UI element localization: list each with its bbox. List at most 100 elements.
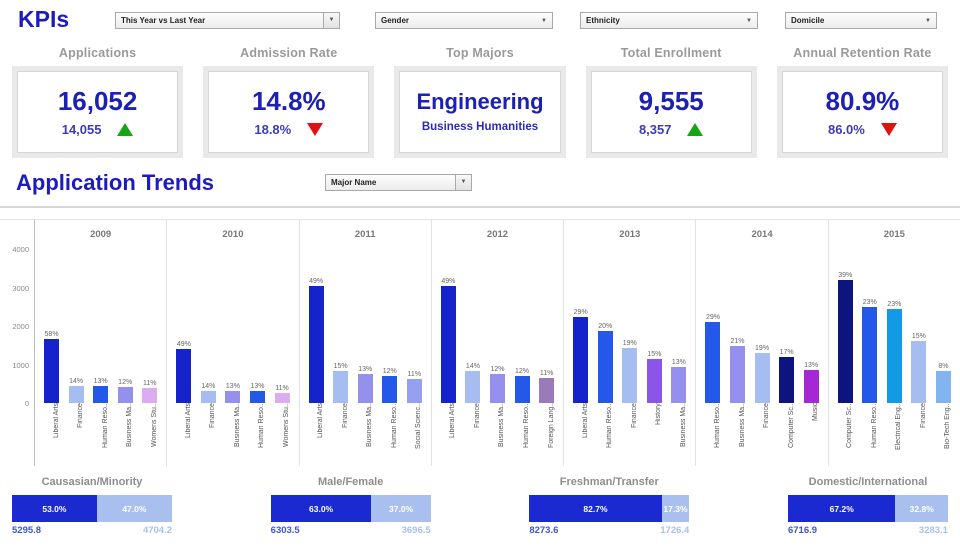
trend-bar[interactable]	[117, 387, 133, 404]
trend-bar[interactable]	[754, 353, 770, 404]
trend-bar[interactable]	[357, 374, 373, 404]
category-label: Finance	[209, 403, 217, 429]
category-label: Finance	[763, 403, 771, 429]
segment-value: 3283.1	[918, 525, 948, 536]
trend-bar[interactable]	[465, 371, 481, 404]
trend-bar[interactable]	[333, 371, 349, 404]
year-label: 2012	[486, 229, 509, 240]
segment-primary[interactable]: 67.2%	[787, 495, 896, 522]
trend-bar[interactable]	[142, 388, 158, 404]
category-label: Human Reso..	[523, 403, 531, 449]
trend-down-icon	[880, 122, 897, 136]
filter-major-name-value: Major Name	[331, 178, 377, 187]
trend-up-icon	[117, 122, 134, 136]
trend-bar[interactable]	[935, 371, 951, 404]
chevron-down-icon[interactable]: ▼	[541, 17, 547, 24]
trend-bar[interactable]	[671, 367, 687, 404]
chevron-down-icon[interactable]: ▼	[323, 13, 339, 28]
filter-gender[interactable]: Gender ▼	[375, 12, 553, 29]
bar-percent-label: 13%	[93, 378, 108, 386]
segment-primary[interactable]: 53.0%	[12, 495, 97, 522]
filter-ethnicity[interactable]: Ethnicity ▼	[580, 12, 758, 29]
segment-value: 6716.9	[787, 525, 818, 536]
trend-bar[interactable]	[886, 309, 902, 404]
category-label: Music	[812, 403, 820, 422]
filter-ethnicity-value: Ethnicity	[586, 16, 620, 25]
kpi-card-top-majors: Engineering Business Humanities	[394, 66, 566, 158]
bar-percent-label: 29%	[705, 314, 720, 322]
kpi-previous-value: 14,055	[61, 121, 102, 137]
chevron-down-icon[interactable]: ▼	[925, 17, 931, 24]
y-axis-tick: 1000	[12, 360, 29, 370]
bar-percent-label: 49%	[309, 278, 324, 286]
trend-bar[interactable]	[44, 339, 60, 404]
bar-percent-label: 49%	[441, 278, 456, 286]
trend-bar[interactable]	[779, 357, 795, 404]
year-label: 2011	[354, 229, 376, 240]
trend-bar[interactable]	[573, 317, 589, 404]
segment-secondary[interactable]: 47.0%	[96, 495, 172, 522]
category-label: Womens Stu..	[150, 403, 158, 448]
category-label: Social Scienc..	[415, 403, 423, 450]
category-label: Human Reso..	[390, 403, 398, 449]
kpi-label-applications: Applications	[58, 46, 137, 60]
year-panels: 2009 58% 14% 13% 12% 11% Liberal Arts Finance Hu…	[34, 220, 960, 466]
bar-percent-label: 29%	[573, 309, 588, 317]
trend-bar[interactable]	[200, 391, 216, 404]
kpi-label-row: Applications Admission Rate Top Majors T…	[0, 46, 960, 60]
category-label: Liberal Arts	[581, 403, 589, 439]
bar-percent-label: 13%	[250, 383, 265, 391]
chevron-down-icon[interactable]: ▼	[455, 175, 471, 190]
trend-bar[interactable]	[489, 374, 505, 404]
filter-year-compare[interactable]: This Year vs Last Year ▼	[115, 12, 340, 29]
segment-secondary[interactable]: 37.0%	[371, 495, 431, 522]
trend-bar[interactable]	[274, 393, 290, 404]
trend-bar[interactable]	[911, 341, 927, 404]
kpi-card-admission-rate: 14.8% 18.8%	[203, 66, 375, 158]
trend-bar[interactable]	[622, 348, 638, 404]
bar-percent-label: 8%	[938, 363, 949, 371]
breakdown-chart: Male/Female 63.0% 37.0% 6303.5 3696.5	[270, 476, 431, 536]
kpi-card-total-enrollment: 9,555 8,357	[585, 66, 757, 158]
bar-percent-label: 58%	[44, 331, 59, 339]
trend-bar[interactable]	[514, 376, 530, 404]
category-label: Business Ma..	[738, 403, 746, 448]
bar-percent-label: 17%	[779, 349, 794, 357]
category-label: Computer Sc..	[787, 403, 795, 449]
trend-down-icon	[307, 122, 324, 136]
trend-bar[interactable]	[646, 359, 662, 404]
kpi-previous-value: 18.8%	[254, 121, 292, 137]
trend-bar[interactable]	[249, 391, 265, 404]
bar-percent-label: 19%	[755, 345, 770, 353]
trend-bar[interactable]	[803, 370, 819, 404]
trend-bar[interactable]	[176, 349, 192, 404]
trend-bar[interactable]	[440, 286, 456, 404]
chevron-down-icon[interactable]: ▼	[746, 17, 752, 24]
trend-bar[interactable]	[730, 346, 745, 404]
filter-major-name[interactable]: Major Name ▼	[325, 174, 472, 191]
year-panel: 2009 58% 14% 13% 12% 11% Liberal Arts Finance Hu…	[34, 220, 166, 466]
segment-secondary[interactable]: 32.8%	[895, 495, 948, 522]
segment-primary[interactable]: 82.7%	[529, 495, 662, 522]
segment-value: 6303.5	[270, 525, 300, 536]
trend-bar[interactable]	[539, 378, 555, 404]
category-label: Finance	[473, 403, 481, 429]
category-label: Finance	[341, 403, 349, 429]
trend-bar[interactable]	[382, 376, 398, 404]
segment-primary[interactable]: 63.0%	[270, 495, 372, 522]
segment-secondary[interactable]: 17.3%	[661, 495, 690, 522]
trend-bar[interactable]	[705, 322, 721, 404]
filter-year-compare-value: This Year vs Last Year	[121, 16, 206, 25]
trend-bar[interactable]	[597, 331, 613, 404]
trend-bar[interactable]	[862, 307, 878, 404]
trend-bar[interactable]	[406, 379, 422, 404]
y-axis-tick: 2000	[12, 322, 29, 331]
filter-domicile[interactable]: Domicile ▼	[785, 12, 937, 29]
breakdown-chart: Freshman/Transfer 82.7% 17.3% 8273.6 1726.4	[529, 476, 689, 536]
trend-bar[interactable]	[837, 280, 853, 404]
trend-bar[interactable]	[308, 286, 324, 404]
bar-percent-label: 23%	[887, 301, 902, 309]
trend-bar[interactable]	[93, 386, 109, 404]
trend-bar[interactable]	[225, 391, 241, 404]
trend-bar[interactable]	[68, 386, 84, 404]
